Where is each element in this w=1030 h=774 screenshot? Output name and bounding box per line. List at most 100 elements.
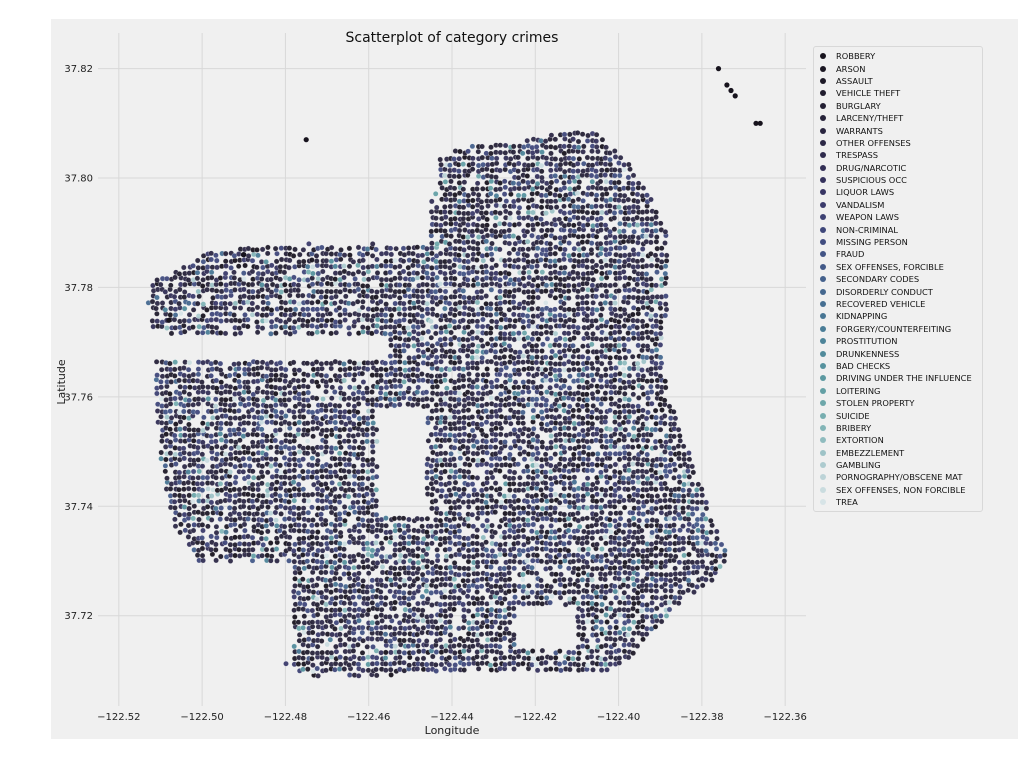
scatter-point bbox=[575, 324, 581, 331]
scatter-point bbox=[648, 378, 655, 384]
scatter-point bbox=[603, 487, 609, 494]
scatter-point bbox=[319, 317, 325, 323]
scatter-point bbox=[322, 569, 329, 576]
scatter-point bbox=[589, 409, 595, 415]
scatter-point bbox=[695, 481, 702, 488]
scatter-point bbox=[181, 328, 188, 335]
scatter-point bbox=[351, 463, 357, 469]
scatter-point bbox=[483, 539, 489, 545]
scatter-point bbox=[218, 420, 224, 427]
scatter-point bbox=[401, 637, 407, 644]
scatter-point bbox=[607, 661, 614, 667]
scatter-point bbox=[424, 563, 430, 570]
scatter-point bbox=[359, 612, 366, 619]
scatter-point bbox=[671, 475, 677, 481]
scatter-point bbox=[475, 666, 482, 672]
scatter-point bbox=[195, 509, 201, 515]
scatter-point bbox=[319, 630, 326, 637]
scatter-point bbox=[548, 444, 554, 451]
scatter-point bbox=[676, 559, 683, 566]
scatter-point bbox=[333, 648, 340, 655]
scatter-point bbox=[643, 444, 650, 450]
scatter-point bbox=[620, 479, 627, 486]
scatter-point bbox=[465, 407, 472, 413]
scatter-point bbox=[313, 582, 320, 588]
scatter-point bbox=[190, 498, 196, 505]
scatter-point bbox=[461, 402, 468, 409]
scatter-point bbox=[575, 618, 582, 625]
scatter-point bbox=[387, 353, 394, 359]
scatter-point bbox=[617, 445, 623, 452]
scatter-point bbox=[337, 540, 343, 547]
scatter-point bbox=[351, 360, 358, 366]
scatter-point bbox=[351, 564, 357, 571]
scatter-point bbox=[442, 581, 449, 588]
scatter-point bbox=[648, 389, 655, 395]
scatter-point bbox=[446, 366, 453, 373]
scatter-point bbox=[374, 560, 381, 566]
scatter-point bbox=[649, 400, 655, 407]
scatter-point bbox=[456, 565, 463, 571]
scatter-point bbox=[437, 373, 443, 379]
scatter-point bbox=[622, 637, 628, 643]
scatter-point bbox=[639, 318, 646, 325]
scatter-point bbox=[281, 480, 288, 487]
scatter-point bbox=[548, 523, 554, 529]
scatter-point bbox=[675, 443, 682, 449]
scatter-point bbox=[520, 576, 526, 583]
scatter-point bbox=[616, 522, 622, 528]
scatter-point bbox=[617, 612, 623, 618]
scatter-point bbox=[501, 354, 508, 360]
scatter-point bbox=[479, 487, 485, 494]
scatter-point bbox=[259, 552, 265, 559]
scatter-point bbox=[268, 372, 275, 378]
scatter-point bbox=[506, 570, 512, 576]
scatter-point bbox=[309, 655, 315, 662]
scatter-point bbox=[607, 529, 614, 535]
scatter-point bbox=[378, 377, 384, 384]
scatter-point bbox=[213, 557, 219, 564]
scatter-point bbox=[663, 485, 670, 492]
scatter-point bbox=[172, 359, 178, 365]
scatter-point bbox=[496, 613, 503, 620]
scatter-point bbox=[296, 637, 303, 644]
scatter-point bbox=[631, 600, 637, 607]
scatter-point bbox=[369, 619, 376, 626]
scatter-point bbox=[388, 317, 394, 324]
scatter-point bbox=[415, 559, 422, 566]
scatter-point bbox=[437, 475, 444, 481]
scatter-point bbox=[195, 396, 202, 402]
scatter-point bbox=[580, 632, 587, 638]
scatter-point bbox=[547, 316, 554, 323]
scatter-point bbox=[543, 485, 550, 491]
scatter-point bbox=[194, 481, 201, 487]
scatter-point bbox=[625, 533, 632, 540]
scatter-point bbox=[525, 371, 532, 378]
scatter-point bbox=[401, 379, 407, 385]
scatter-point bbox=[671, 527, 677, 534]
scatter-point bbox=[547, 541, 554, 547]
scatter-point bbox=[364, 611, 371, 618]
scatter-point bbox=[154, 408, 161, 414]
scatter-point bbox=[182, 527, 189, 534]
scatter-point bbox=[548, 481, 555, 487]
scatter-point bbox=[433, 467, 439, 473]
scatter-point bbox=[365, 475, 371, 482]
scatter-point bbox=[329, 480, 335, 486]
scatter-point bbox=[314, 486, 321, 492]
scatter-point bbox=[566, 540, 572, 546]
scatter-point bbox=[547, 666, 554, 672]
scatter-point bbox=[378, 385, 384, 391]
scatter-point bbox=[420, 330, 426, 336]
scatter-point bbox=[484, 510, 491, 516]
scatter-point bbox=[557, 391, 563, 397]
scatter-point bbox=[496, 491, 503, 498]
scatter-point bbox=[310, 668, 316, 674]
scatter-point bbox=[415, 347, 422, 354]
scatter-point bbox=[338, 475, 344, 481]
scatter-point bbox=[516, 523, 523, 529]
scatter-point bbox=[501, 654, 508, 661]
scatter-point bbox=[493, 559, 499, 565]
scatter-point bbox=[309, 323, 315, 329]
scatter-point bbox=[584, 391, 590, 398]
